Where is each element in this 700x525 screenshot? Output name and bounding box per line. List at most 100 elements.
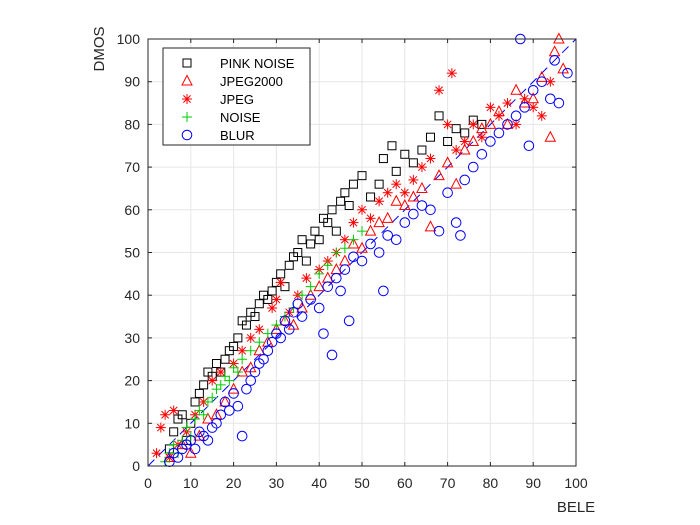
point-triangle <box>202 412 214 424</box>
point-plus <box>198 409 209 420</box>
point-circle <box>236 430 248 442</box>
point-triangle <box>518 96 531 108</box>
point-triangle <box>535 70 548 82</box>
legend-entry-label: JPEG2000 <box>220 74 283 89</box>
point-asterisk <box>391 179 402 190</box>
point-square <box>374 179 384 189</box>
point-triangle <box>253 344 266 356</box>
point-circle <box>313 302 325 314</box>
legend-marker-plus <box>182 112 192 122</box>
point-triangle <box>244 361 257 373</box>
point-asterisk <box>442 119 453 130</box>
point-plus <box>160 456 171 467</box>
point-triangle <box>557 62 569 74</box>
y-tick-label: 60 <box>124 202 140 218</box>
point-asterisk <box>151 448 162 459</box>
legend-entry-label: NOISE <box>220 110 261 125</box>
point-square <box>340 188 350 198</box>
point-circle <box>343 315 355 327</box>
point-square <box>254 299 264 309</box>
point-square <box>336 196 346 206</box>
point-circle <box>279 315 291 327</box>
point-circle <box>275 332 286 344</box>
point-circle <box>433 225 445 237</box>
point-asterisk <box>416 162 427 173</box>
point-circle <box>283 324 295 335</box>
point-square <box>378 154 388 164</box>
point-triangle <box>398 198 411 211</box>
point-circle <box>292 298 304 310</box>
point-square <box>344 201 354 211</box>
x-tick-label: 90 <box>525 475 541 491</box>
point-triangle <box>433 169 445 181</box>
point-square <box>391 166 401 176</box>
point-asterisk <box>365 213 376 224</box>
point-circle <box>172 452 184 463</box>
point-square <box>348 179 358 189</box>
point-plus <box>357 226 367 237</box>
point-circle <box>189 443 201 455</box>
point-circle <box>262 345 274 357</box>
x-tick-label: 0 <box>144 475 152 491</box>
point-circle <box>296 311 308 322</box>
point-triangle <box>441 156 454 168</box>
point-square <box>451 124 461 134</box>
point-asterisk <box>301 273 312 284</box>
point-plus <box>339 243 350 254</box>
point-square <box>310 226 320 236</box>
point-triangle <box>304 288 317 300</box>
y-tick-label: 10 <box>124 415 140 431</box>
legend-marker-circle <box>181 129 193 141</box>
point-triangle <box>236 365 248 377</box>
point-plus <box>228 362 239 373</box>
point-square <box>357 171 367 181</box>
point-circle <box>241 383 252 395</box>
point-square <box>301 256 311 266</box>
point-plus <box>181 422 192 433</box>
point-asterisk <box>237 345 248 356</box>
point-square <box>297 235 307 245</box>
legend: PINK NOISE JPEG2000 JPEG NOISE BLUR <box>162 47 311 146</box>
legend-entry-label: BLUR <box>220 128 255 143</box>
point-triangle <box>553 32 565 44</box>
point-circle <box>211 418 222 429</box>
point-triangle <box>373 216 385 228</box>
point-plus <box>297 290 308 301</box>
point-circle <box>318 328 329 339</box>
point-triangle <box>424 220 437 232</box>
legend-entry-label: JPEG <box>220 92 254 107</box>
point-asterisk <box>434 85 445 96</box>
point-circle <box>536 76 548 87</box>
point-circle <box>305 294 316 305</box>
point-triangle <box>184 446 197 458</box>
point-circle <box>408 208 419 220</box>
point-triangle <box>279 314 291 326</box>
point-triangle <box>364 224 377 236</box>
point-circle <box>322 281 334 292</box>
y-tick-label: 80 <box>124 116 140 132</box>
point-asterisk <box>155 422 166 433</box>
x-tick-label: 70 <box>440 475 456 491</box>
point-asterisk <box>451 145 462 156</box>
y-tick-label: 40 <box>124 287 140 303</box>
point-circle <box>442 187 453 199</box>
point-circle <box>450 217 462 228</box>
point-triangle <box>270 322 283 334</box>
point-triangle <box>381 211 394 223</box>
point-circle <box>224 405 235 416</box>
y-axis-label: DMOS <box>91 27 108 72</box>
point-plus <box>202 396 213 407</box>
point-square <box>400 149 410 159</box>
point-plus <box>245 345 256 356</box>
point-square <box>250 312 260 322</box>
point-circle <box>382 230 393 241</box>
point-triangle <box>450 177 462 189</box>
point-circle <box>523 140 535 152</box>
point-asterisk <box>446 68 457 79</box>
point-square <box>220 354 230 364</box>
point-circle <box>228 388 239 399</box>
point-triangle <box>544 130 557 142</box>
point-plus <box>348 234 359 245</box>
point-asterisk <box>284 307 295 318</box>
